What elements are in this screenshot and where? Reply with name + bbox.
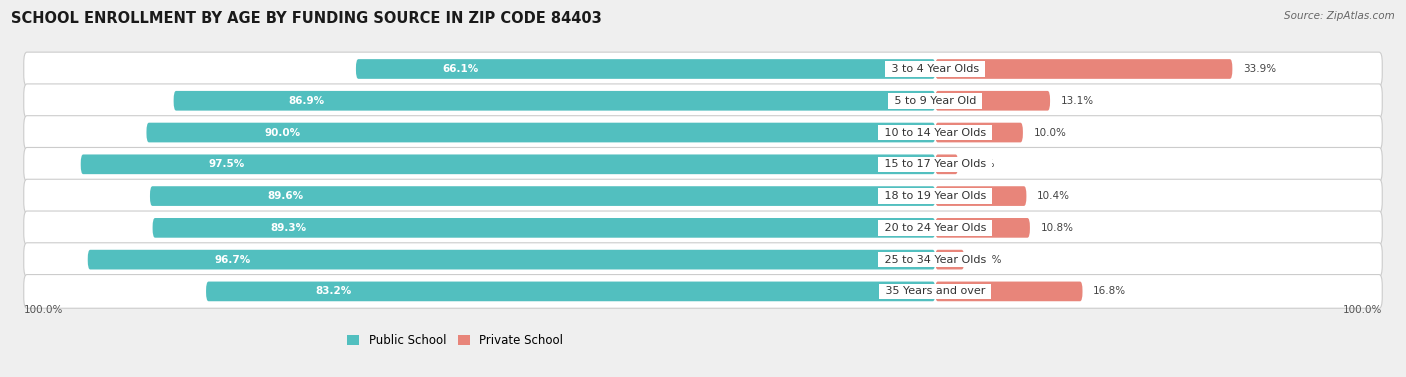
FancyBboxPatch shape (207, 282, 935, 301)
Text: 90.0%: 90.0% (264, 127, 301, 138)
FancyBboxPatch shape (935, 123, 1024, 143)
Text: 5 to 9 Year Old: 5 to 9 Year Old (891, 96, 980, 106)
FancyBboxPatch shape (80, 155, 935, 174)
Text: 13.1%: 13.1% (1060, 96, 1094, 106)
FancyBboxPatch shape (24, 147, 1382, 181)
FancyBboxPatch shape (935, 155, 957, 174)
Text: 10.8%: 10.8% (1040, 223, 1073, 233)
FancyBboxPatch shape (173, 91, 935, 110)
Text: 10 to 14 Year Olds: 10 to 14 Year Olds (882, 127, 990, 138)
Text: 20 to 24 Year Olds: 20 to 24 Year Olds (880, 223, 990, 233)
Text: 100.0%: 100.0% (24, 305, 63, 315)
Legend: Public School, Private School: Public School, Private School (343, 329, 568, 352)
Text: 16.8%: 16.8% (1092, 287, 1126, 296)
FancyBboxPatch shape (24, 211, 1382, 245)
Text: 96.7%: 96.7% (215, 254, 252, 265)
FancyBboxPatch shape (356, 59, 935, 79)
Text: 15 to 17 Year Olds: 15 to 17 Year Olds (882, 159, 990, 169)
Text: 10.4%: 10.4% (1036, 191, 1070, 201)
Text: 3.3%: 3.3% (974, 254, 1001, 265)
Text: 89.3%: 89.3% (270, 223, 307, 233)
FancyBboxPatch shape (24, 84, 1382, 118)
FancyBboxPatch shape (24, 116, 1382, 149)
Text: 83.2%: 83.2% (315, 287, 352, 296)
FancyBboxPatch shape (24, 243, 1382, 276)
Text: 97.5%: 97.5% (209, 159, 245, 169)
Text: 89.6%: 89.6% (267, 191, 304, 201)
FancyBboxPatch shape (935, 218, 1031, 238)
FancyBboxPatch shape (150, 186, 935, 206)
Text: 86.9%: 86.9% (288, 96, 323, 106)
FancyBboxPatch shape (935, 186, 1026, 206)
FancyBboxPatch shape (153, 218, 935, 238)
FancyBboxPatch shape (24, 274, 1382, 308)
FancyBboxPatch shape (935, 91, 1050, 110)
Text: 2.6%: 2.6% (969, 159, 995, 169)
Text: SCHOOL ENROLLMENT BY AGE BY FUNDING SOURCE IN ZIP CODE 84403: SCHOOL ENROLLMENT BY AGE BY FUNDING SOUR… (11, 11, 602, 26)
FancyBboxPatch shape (87, 250, 935, 270)
Text: 18 to 19 Year Olds: 18 to 19 Year Olds (882, 191, 990, 201)
Text: 33.9%: 33.9% (1243, 64, 1277, 74)
Text: 35 Years and over: 35 Years and over (882, 287, 988, 296)
FancyBboxPatch shape (935, 282, 1083, 301)
FancyBboxPatch shape (24, 52, 1382, 86)
Text: 3 to 4 Year Olds: 3 to 4 Year Olds (889, 64, 983, 74)
FancyBboxPatch shape (146, 123, 935, 143)
Text: Source: ZipAtlas.com: Source: ZipAtlas.com (1284, 11, 1395, 21)
FancyBboxPatch shape (935, 250, 965, 270)
Text: 25 to 34 Year Olds: 25 to 34 Year Olds (882, 254, 990, 265)
FancyBboxPatch shape (24, 179, 1382, 213)
Text: 10.0%: 10.0% (1033, 127, 1066, 138)
Text: 66.1%: 66.1% (443, 64, 479, 74)
FancyBboxPatch shape (935, 59, 1233, 79)
Text: 100.0%: 100.0% (1343, 305, 1382, 315)
